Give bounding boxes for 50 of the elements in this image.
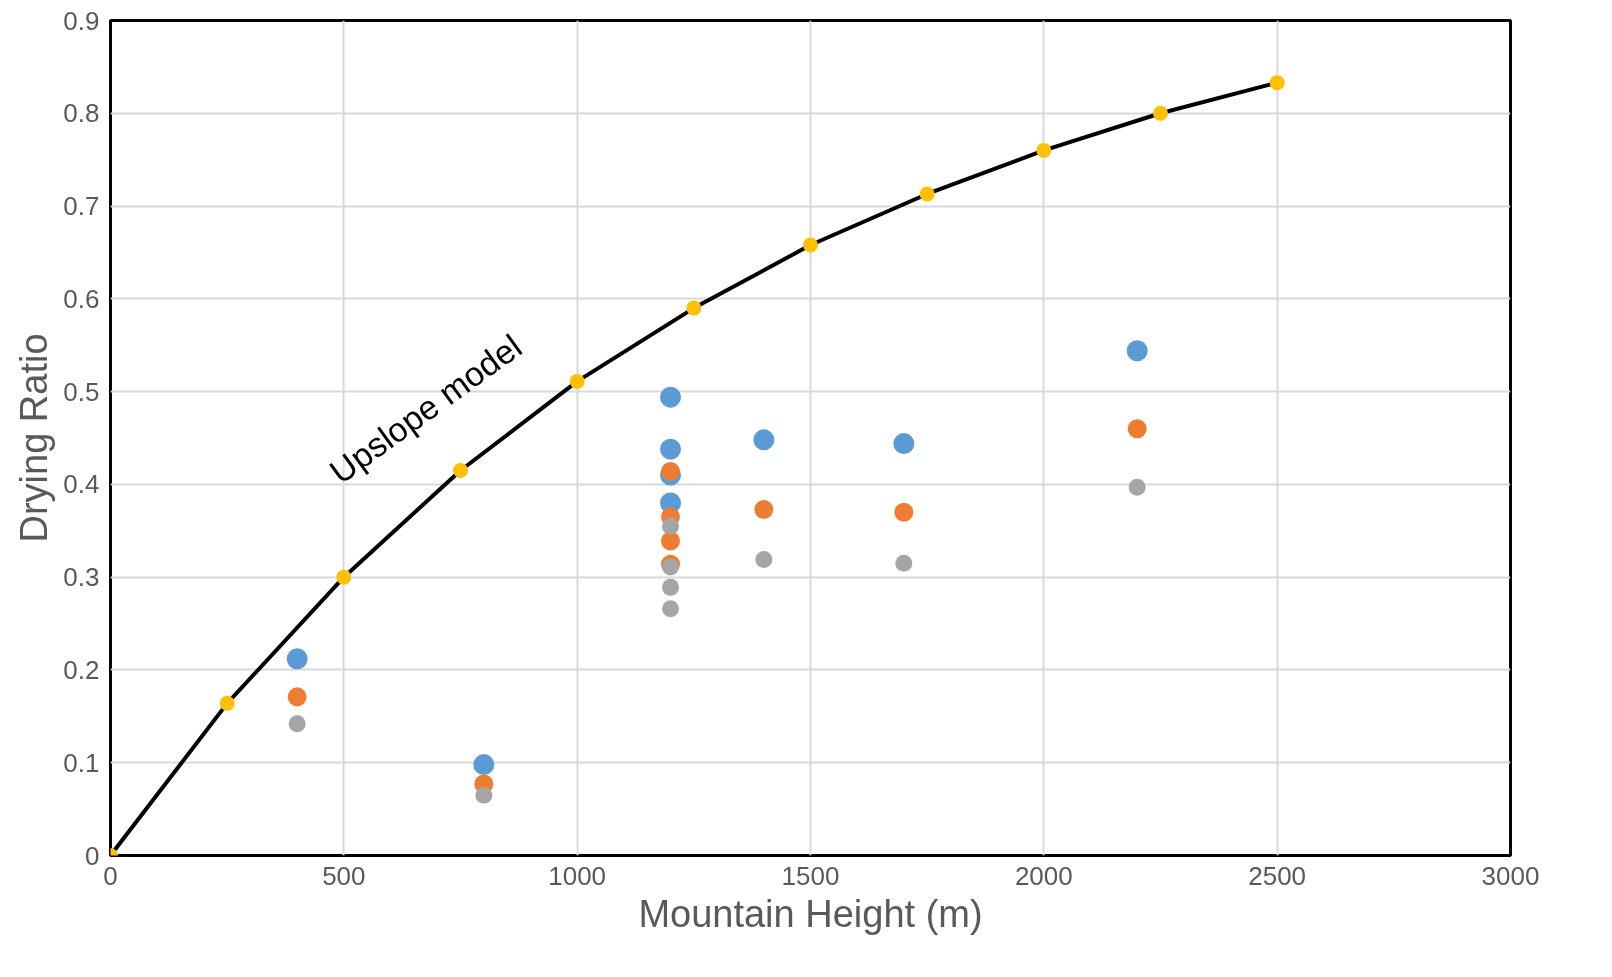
y-tick-label: 0.4 bbox=[63, 469, 100, 500]
point bbox=[569, 373, 585, 389]
point bbox=[1126, 340, 1148, 362]
point bbox=[660, 438, 681, 460]
point bbox=[662, 600, 679, 618]
point bbox=[755, 551, 773, 569]
x-tick-label: 2000 bbox=[1014, 860, 1073, 891]
point bbox=[1269, 75, 1285, 91]
point bbox=[919, 186, 935, 202]
point bbox=[894, 502, 914, 522]
x-tick-label: 3000 bbox=[1481, 860, 1540, 891]
point bbox=[286, 648, 308, 670]
y-tick-label: 0.1 bbox=[63, 747, 100, 778]
point bbox=[473, 754, 495, 776]
y-axis-title: Drying Ratio bbox=[13, 333, 56, 543]
y-tick-label: 0.3 bbox=[63, 562, 100, 593]
point bbox=[1128, 478, 1146, 496]
point bbox=[753, 429, 775, 451]
point bbox=[287, 687, 307, 707]
point bbox=[661, 531, 680, 551]
x-tick-label: 1500 bbox=[781, 860, 840, 891]
y-tick-label: 0.8 bbox=[63, 98, 100, 129]
point bbox=[754, 499, 774, 519]
y-tick-label: 0 bbox=[85, 840, 100, 871]
point bbox=[893, 433, 915, 455]
point bbox=[662, 517, 679, 535]
point bbox=[895, 554, 913, 572]
point bbox=[1036, 142, 1052, 158]
point bbox=[336, 569, 352, 585]
y-tick-label: 0.7 bbox=[63, 191, 100, 222]
point bbox=[288, 715, 306, 733]
y-tick-label: 0.9 bbox=[63, 5, 100, 36]
x-tick-label: 2500 bbox=[1248, 860, 1307, 891]
point bbox=[475, 786, 493, 804]
point bbox=[686, 300, 702, 316]
x-tick-label: 1000 bbox=[548, 860, 607, 891]
x-tick-label: 500 bbox=[322, 860, 366, 891]
point bbox=[1153, 105, 1168, 121]
point bbox=[662, 558, 679, 576]
y-tick-label: 0.6 bbox=[63, 283, 100, 314]
y-tick-label: 0.5 bbox=[63, 376, 100, 407]
x-axis-title: Mountain Height (m) bbox=[638, 892, 983, 935]
y-tick-label: 0.2 bbox=[63, 654, 100, 685]
point bbox=[661, 461, 680, 481]
point bbox=[453, 462, 468, 478]
point bbox=[219, 695, 235, 711]
point bbox=[1127, 419, 1147, 439]
point bbox=[662, 578, 679, 596]
point bbox=[660, 386, 681, 408]
point bbox=[803, 237, 818, 253]
